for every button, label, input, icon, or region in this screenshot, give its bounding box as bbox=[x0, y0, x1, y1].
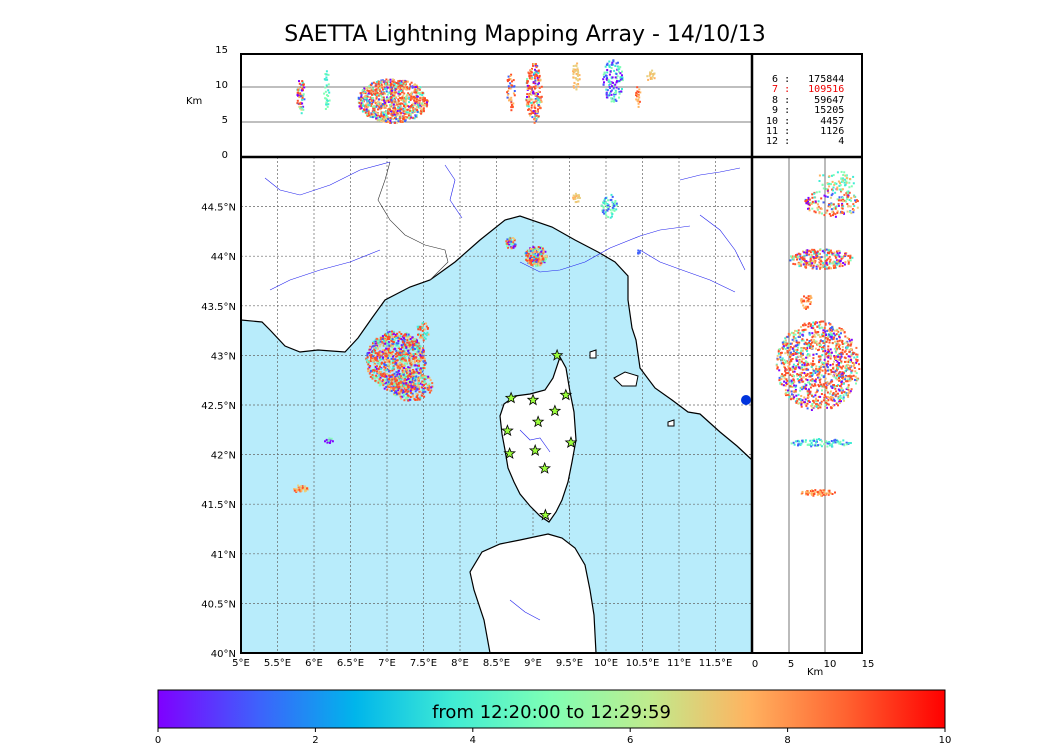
flash-statistics: 6 : 175844 7 : 109516 8 : 59647 9 : 1520… bbox=[760, 74, 860, 148]
corsica-island bbox=[499, 355, 577, 523]
colorbar bbox=[157, 689, 946, 729]
colorbar-label: from 12:20:00 to 12:29:59 bbox=[432, 702, 671, 723]
lon-tick-label: 8.5°E bbox=[483, 658, 510, 669]
lat-tick-label: 42.5°N bbox=[201, 401, 236, 412]
small-island bbox=[667, 419, 675, 427]
map-panel bbox=[241, 157, 752, 653]
side-tick-label: 5 bbox=[788, 659, 794, 670]
station-star-icon bbox=[559, 388, 573, 401]
stat-row: 8 : 59647 bbox=[760, 94, 845, 106]
lat-tick-label: 41.5°N bbox=[201, 500, 236, 511]
stats-panel bbox=[752, 54, 862, 157]
lat-tick-label: 41°N bbox=[211, 550, 236, 561]
lon-tick-label: 5°E bbox=[232, 658, 250, 669]
altitude-axis-label: Km bbox=[186, 96, 202, 107]
lat-tick-label: 44°N bbox=[211, 252, 236, 263]
station-star-icon bbox=[528, 443, 542, 457]
borders bbox=[377, 161, 449, 281]
stat-row: 7 : 109516 bbox=[760, 84, 845, 96]
station-star-icon bbox=[503, 446, 516, 460]
altitude-ticks: 0 5 10 15 bbox=[215, 45, 228, 161]
small-island bbox=[589, 349, 597, 359]
lon-tick-label: 6°E bbox=[305, 658, 323, 669]
lon-tick-label: 7.5°E bbox=[410, 658, 437, 669]
station-star-icon bbox=[550, 348, 564, 361]
lightning-sources bbox=[293, 192, 641, 493]
lon-tick-label: 11°E bbox=[667, 658, 691, 669]
stat-row: 12 : 4 bbox=[760, 136, 845, 148]
figure-frame bbox=[240, 53, 863, 654]
station-star-icon bbox=[501, 424, 514, 437]
lon-tick-label: 9°E bbox=[524, 658, 542, 669]
stat-row: 6 : 175844 bbox=[760, 74, 845, 85]
lon-tick-label: 8°E bbox=[451, 658, 469, 669]
longitude-ticks: 5°E 5.5°E 6°E 6.5°E 7°E 7.5°E 8°E 8.5°E 9°E 9.5°E… bbox=[232, 658, 732, 669]
side-tick-label: 15 bbox=[862, 659, 875, 670]
lat-tick-label: 43°N bbox=[211, 351, 236, 362]
colorbar-tick-label: 0 bbox=[155, 735, 161, 746]
colorbar-tick-label: 4 bbox=[470, 735, 476, 746]
station-star-icon bbox=[531, 415, 545, 428]
lat-tick-label: 42°N bbox=[211, 451, 236, 462]
side-tick-label: 0 bbox=[752, 659, 758, 670]
alt-tick-label: 15 bbox=[215, 45, 228, 56]
station-star-icon bbox=[548, 404, 562, 417]
page-title: SAETTA Lightning Mapping Array - 14/10/1… bbox=[284, 22, 766, 47]
station-star-icon bbox=[504, 391, 518, 404]
station-star-icon bbox=[526, 393, 540, 406]
lon-tick-label: 5.5°E bbox=[264, 658, 291, 669]
altitude-scatter bbox=[296, 59, 656, 124]
colorbar-tick-label: 6 bbox=[627, 735, 633, 746]
colorbar-tick-label: 8 bbox=[784, 735, 790, 746]
station-star-icon bbox=[538, 461, 551, 474]
alt-tick-label: 0 bbox=[222, 150, 228, 161]
sardinia-island bbox=[469, 533, 597, 653]
mainland-coastline bbox=[241, 215, 752, 461]
altitude-panel bbox=[241, 54, 752, 157]
lat-tick-label: 43.5°N bbox=[201, 302, 236, 313]
side-tick-label: 10 bbox=[824, 659, 837, 670]
elba-island bbox=[613, 371, 639, 387]
latitude-ticks: 40°N 40.5°N 41°N 41.5°N 42°N 42.5°N 43°N 43.5°N… bbox=[201, 203, 236, 660]
side-scatter bbox=[775, 170, 861, 497]
lon-tick-label: 7°E bbox=[378, 658, 396, 669]
rivers bbox=[264, 161, 746, 621]
alt-tick-label: 5 bbox=[222, 115, 228, 126]
station-star-icon bbox=[564, 436, 578, 449]
lat-tick-label: 40°N bbox=[211, 649, 236, 660]
stat-row: 9 : 15205 bbox=[760, 105, 845, 117]
lat-tick-label: 44.5°N bbox=[201, 203, 236, 214]
lon-tick-label: 10.5°E bbox=[626, 658, 660, 669]
lon-tick-label: 11.5°E bbox=[699, 658, 733, 669]
colorbar-tick-label: 10 bbox=[939, 735, 952, 746]
side-km-ticks: 0 5 10 15 bbox=[752, 659, 875, 670]
colorbar-tick-label: 2 bbox=[312, 735, 318, 746]
colorbar-ticks: 0 2 4 6 8 10 bbox=[155, 728, 952, 746]
station-star-icon bbox=[539, 508, 552, 521]
side-axis-label: Km bbox=[807, 667, 823, 678]
lma-stations bbox=[501, 348, 578, 521]
lon-tick-label: 9.5°E bbox=[556, 658, 583, 669]
lon-tick-label: 10°E bbox=[594, 658, 618, 669]
blue-marker bbox=[741, 395, 751, 405]
stat-row: 10 : 4457 bbox=[760, 115, 845, 127]
lon-tick-label: 6.5°E bbox=[337, 658, 364, 669]
latitude-altitude-panel bbox=[752, 157, 862, 653]
alt-tick-label: 10 bbox=[215, 80, 228, 91]
lat-tick-label: 40.5°N bbox=[201, 599, 236, 610]
stat-row: 11 : 1126 bbox=[760, 126, 845, 138]
